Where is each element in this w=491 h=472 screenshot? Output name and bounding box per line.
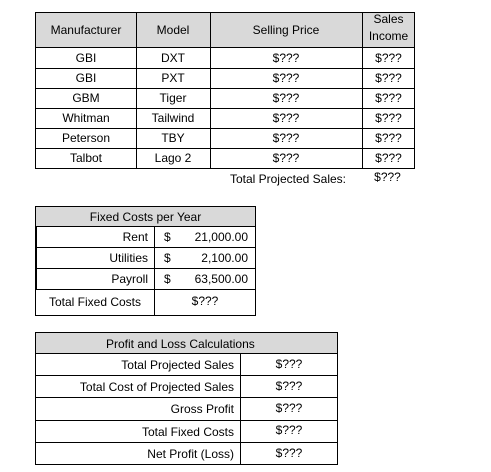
column-divider — [36, 227, 37, 289]
column-divider — [154, 227, 155, 315]
price-cell: $??? — [272, 111, 300, 125]
manufacturer-cell: GBM — [72, 91, 100, 105]
header-manufacturer: Manufacturer — [50, 23, 122, 37]
header-selling-price: Selling Price — [252, 23, 320, 37]
income-cell: $??? — [375, 51, 402, 65]
fixed-cost-currency: $ — [164, 251, 171, 265]
row-divider — [36, 108, 414, 109]
pl-value: $??? — [275, 401, 303, 415]
model-cell: Tailwind — [151, 111, 195, 125]
profit-loss-header: Profit and Loss Calculations — [35, 332, 338, 354]
pl-label: Total Cost of Projected Sales — [79, 380, 234, 394]
table-row: Talbot Lago 2 $??? $??? — [36, 148, 414, 168]
pl-label: Gross Profit — [170, 402, 234, 416]
manufacturer-cell: Peterson — [61, 131, 111, 145]
fixed-cost-amount: 21,000.00 — [194, 230, 248, 244]
pl-label: Total Projected Sales — [121, 358, 234, 372]
row-divider — [36, 289, 255, 290]
table-row: GBI PXT $??? $??? — [36, 68, 414, 88]
fixed-cost-amount: 2,100.00 — [201, 251, 248, 265]
manufacturer-cell: Whitman — [62, 111, 110, 125]
manufacturer-cell: GBI — [75, 71, 97, 85]
fixed-cost-label: Payroll — [111, 272, 148, 286]
pl-label: Total Fixed Costs — [141, 425, 234, 439]
pl-value: $??? — [275, 446, 303, 460]
projected-sales-table: Manufacturer Model Selling Price Sales I… — [35, 12, 415, 169]
model-cell: DXT — [161, 51, 185, 65]
pl-label: Net Profit (Loss) — [147, 447, 234, 461]
manufacturer-cell: Talbot — [69, 151, 103, 165]
row-divider — [36, 148, 414, 149]
row-divider — [36, 442, 337, 443]
model-cell: Lago 2 — [154, 151, 192, 165]
row-divider — [36, 68, 414, 69]
model-cell: Tiger — [159, 91, 187, 105]
pl-value: $??? — [275, 357, 303, 371]
model-cell: PXT — [161, 71, 185, 85]
fixed-cost-label: Utilities — [109, 251, 148, 265]
projected-sales-header-row: Manufacturer Model Selling Price Sales I… — [36, 12, 414, 47]
income-cell: $??? — [375, 131, 402, 145]
row-divider — [36, 268, 255, 269]
income-cell: $??? — [375, 91, 402, 105]
total-projected-sales-label: Total Projected Sales: — [229, 172, 346, 186]
income-cell: $??? — [375, 111, 402, 125]
model-cell: TBY — [161, 131, 185, 145]
fixed-cost-currency: $ — [164, 230, 171, 244]
price-cell: $??? — [272, 51, 300, 65]
row-divider — [36, 47, 414, 48]
row-divider — [36, 375, 337, 376]
income-cell: $??? — [375, 71, 402, 85]
fixed-costs-header: Fixed Costs per Year — [35, 206, 256, 227]
fixed-costs-title: Fixed Costs per Year — [89, 210, 202, 224]
total-fixed-costs-label: Total Fixed Costs — [48, 295, 142, 309]
header-sales-income-line2: Income — [368, 29, 409, 43]
column-divider — [362, 13, 363, 168]
row-divider — [36, 397, 337, 398]
fixed-costs-table: Rent $ 21,000.00 Utilities $ 2,100.00 Pa… — [35, 226, 256, 316]
column-divider — [136, 13, 137, 168]
fixed-cost-currency: $ — [164, 272, 171, 286]
manufacturer-cell: GBI — [75, 51, 97, 65]
row-divider — [36, 88, 414, 89]
column-divider — [210, 13, 211, 168]
column-divider — [240, 354, 241, 464]
header-sales-income-line1: Sales — [373, 12, 404, 26]
header-model: Model — [156, 23, 190, 37]
profit-loss-table: Total Projected Sales $??? Total Cost of… — [35, 353, 338, 465]
pl-value: $??? — [275, 379, 303, 393]
total-fixed-costs-value: $??? — [191, 294, 219, 308]
price-cell: $??? — [272, 71, 300, 85]
row-divider — [36, 420, 337, 421]
fixed-cost-label: Rent — [122, 230, 148, 244]
profit-loss-title: Profit and Loss Calculations — [106, 337, 255, 351]
table-row: Whitman Tailwind $??? $??? — [36, 108, 414, 128]
total-projected-sales-value: $??? — [374, 170, 401, 184]
fixed-cost-amount: 63,500.00 — [194, 272, 248, 286]
price-cell: $??? — [272, 151, 300, 165]
price-cell: $??? — [272, 91, 300, 105]
table-row: GBM Tiger $??? $??? — [36, 88, 414, 108]
price-cell: $??? — [272, 131, 300, 145]
table-row: GBI DXT $??? $??? — [36, 48, 414, 68]
income-cell: $??? — [375, 151, 402, 165]
pl-value: $??? — [275, 423, 303, 437]
row-divider — [36, 128, 414, 129]
table-row: Peterson TBY $??? $??? — [36, 128, 414, 148]
row-divider — [36, 247, 255, 248]
